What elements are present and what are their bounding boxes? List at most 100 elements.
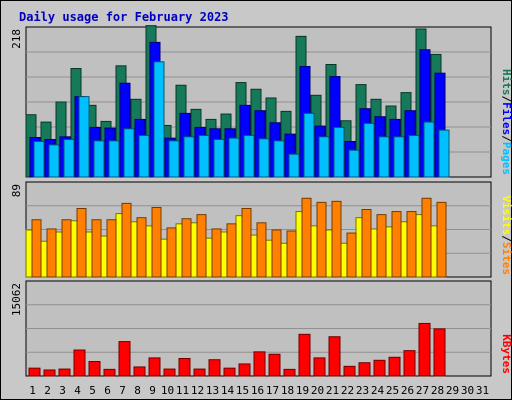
bar-pages-day-18 xyxy=(288,153,300,178)
legend-item-pages: Pages xyxy=(500,142,512,175)
bar-sites-day-6 xyxy=(106,219,117,278)
bar-sites-day-9 xyxy=(151,206,162,278)
bar-kbytes-day-22 xyxy=(343,365,356,377)
bar-kbytes-day-2 xyxy=(43,369,56,377)
bar-pages-day-20 xyxy=(318,136,330,178)
bar-pages-day-25 xyxy=(393,136,405,178)
bar-kbytes-day-17 xyxy=(268,353,281,377)
bar-kbytes-day-13 xyxy=(208,359,221,377)
bar-sites-day-19 xyxy=(301,197,312,278)
y-max-label: 15062 xyxy=(10,283,23,316)
x-tick-label: 11 xyxy=(176,384,189,397)
bar-sites-day-25 xyxy=(391,211,402,278)
x-tick-label: 1 xyxy=(29,384,36,397)
bar-kbytes-day-24 xyxy=(373,359,386,377)
bar-sites-day-1 xyxy=(31,219,42,278)
legend-separator: / xyxy=(500,96,512,103)
x-tick-label: 21 xyxy=(326,384,339,397)
bar-kbytes-day-7 xyxy=(118,341,131,377)
x-axis-tick-labels: 1 2 3 4 5 6 7 8 9 10 11 12 13 14 15 16 17 18 19 20 21 22 23 24 2… xyxy=(29,384,489,397)
x-tick-label: 14 xyxy=(221,384,235,397)
bar-sites-day-3 xyxy=(61,219,72,278)
legend-item-hits: Hits xyxy=(500,69,512,96)
bar-sites-day-12 xyxy=(196,214,207,278)
chart-title: Daily usage for February 2023 xyxy=(19,10,229,24)
bar-pages-day-24 xyxy=(378,136,390,178)
x-tick-label: 20 xyxy=(311,384,324,397)
x-tick-label: 28 xyxy=(431,384,444,397)
x-tick-label: 9 xyxy=(149,384,156,397)
bar-sites-day-24 xyxy=(376,214,387,278)
x-tick-label: 10 xyxy=(161,384,174,397)
bar-pages-day-8 xyxy=(138,134,150,178)
bar-pages-day-4 xyxy=(78,96,90,178)
bar-kbytes-day-14 xyxy=(223,367,236,377)
bar-sites-day-10 xyxy=(166,227,177,278)
x-tick-label: 18 xyxy=(281,384,294,397)
bar-kbytes-day-23 xyxy=(358,362,371,377)
bar-sites-day-17 xyxy=(271,229,282,278)
x-tick-label: 24 xyxy=(371,384,385,397)
bar-sites-day-13 xyxy=(211,228,222,278)
bar-sites-day-26 xyxy=(406,211,417,278)
bar-sites-day-28 xyxy=(436,201,447,278)
legend-visits-sites: Visits/Sites xyxy=(500,196,512,276)
bar-kbytes-day-19 xyxy=(298,333,311,377)
legend-item-sites: Sites xyxy=(500,242,512,275)
bar-kbytes-day-6 xyxy=(103,368,116,377)
x-tick-label: 16 xyxy=(251,384,264,397)
bar-sites-day-20 xyxy=(316,201,327,278)
x-tick-label: 5 xyxy=(89,384,96,397)
bar-kbytes-day-11 xyxy=(178,357,191,377)
bar-pages-day-12 xyxy=(198,134,210,178)
bar-pages-day-2 xyxy=(48,144,60,178)
bar-pages-day-7 xyxy=(123,128,135,178)
x-tick-label: 7 xyxy=(119,384,126,397)
bar-pages-day-10 xyxy=(168,140,180,178)
bar-sites-day-2 xyxy=(46,228,57,278)
legend-item-visits: Visits xyxy=(500,196,512,236)
x-tick-label: 17 xyxy=(266,384,279,397)
bar-pages-day-13 xyxy=(213,138,225,178)
bar-sites-day-7 xyxy=(121,202,132,278)
x-tick-label: 26 xyxy=(401,384,414,397)
legend-hits-files-pages: Hits/Files/Pages xyxy=(500,69,512,175)
bar-pages-day-28 xyxy=(438,129,450,178)
bar-kbytes-day-12 xyxy=(193,368,206,377)
panel-visits-sites: 89 Visits/Sites xyxy=(10,181,512,278)
bar-pages-day-3 xyxy=(63,138,75,178)
x-tick-label: 8 xyxy=(134,384,141,397)
bar-pages-day-6 xyxy=(108,140,120,178)
bar-kbytes-day-10 xyxy=(163,368,176,377)
y-max-label: 89 xyxy=(10,184,23,197)
bar-pages-day-22 xyxy=(348,149,360,178)
x-tick-label: 13 xyxy=(206,384,219,397)
bar-sites-day-8 xyxy=(136,217,147,278)
x-tick-label: 25 xyxy=(386,384,399,397)
bar-sites-day-15 xyxy=(241,207,252,278)
bar-sites-day-5 xyxy=(91,219,102,278)
bar-pages-day-1 xyxy=(33,141,45,178)
bar-pages-day-15 xyxy=(243,134,255,178)
x-tick-label: 4 xyxy=(74,384,81,397)
legend-separator: / xyxy=(500,135,512,142)
bar-sites-day-11 xyxy=(181,218,192,278)
x-tick-label: 23 xyxy=(356,384,369,397)
legend-kbytes: KBytes xyxy=(500,334,512,374)
x-tick-label: 22 xyxy=(341,384,354,397)
panel-kbytes: 15062 KBytes xyxy=(10,280,512,377)
x-tick-label: 30 xyxy=(461,384,474,397)
x-tick-label: 31 xyxy=(476,384,489,397)
bar-kbytes-day-1 xyxy=(28,367,41,377)
bar-sites-day-22 xyxy=(346,232,357,278)
bar-kbytes-day-4 xyxy=(73,349,86,377)
bar-pages-day-5 xyxy=(93,140,105,178)
bar-sites-day-16 xyxy=(256,222,267,278)
bar-sites-day-23 xyxy=(361,209,372,278)
bar-pages-day-9 xyxy=(153,61,165,178)
bar-kbytes-day-20 xyxy=(313,357,326,377)
bar-kbytes-day-5 xyxy=(88,360,101,377)
bar-kbytes-day-3 xyxy=(58,368,71,377)
